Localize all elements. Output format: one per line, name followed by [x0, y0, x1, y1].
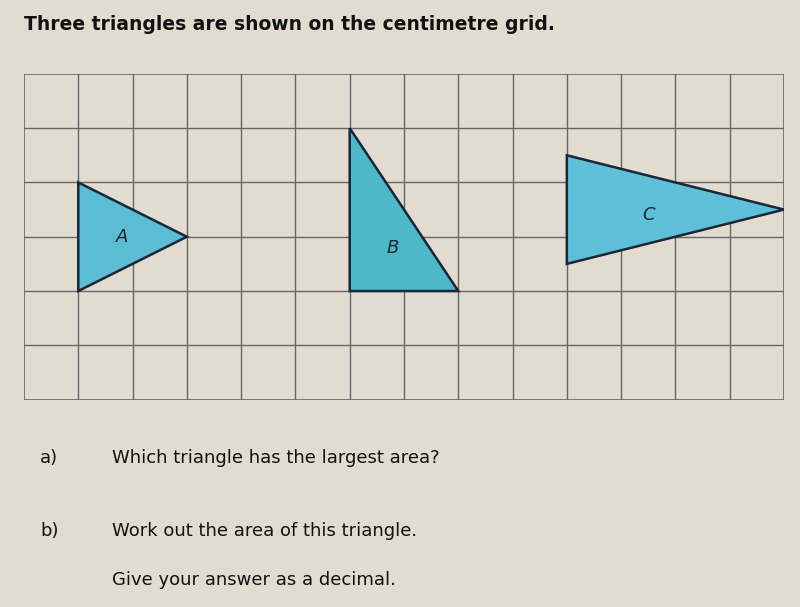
Text: a): a) [40, 449, 58, 467]
Polygon shape [350, 128, 458, 291]
Text: Work out the area of this triangle.: Work out the area of this triangle. [112, 522, 417, 540]
Text: Which triangle has the largest area?: Which triangle has the largest area? [112, 449, 440, 467]
Polygon shape [78, 183, 187, 291]
Text: Give your answer as a decimal.: Give your answer as a decimal. [112, 571, 396, 589]
Text: Three triangles are shown on the centimetre grid.: Three triangles are shown on the centime… [24, 15, 555, 34]
Polygon shape [567, 155, 784, 264]
Text: A: A [115, 228, 128, 246]
Text: b): b) [40, 522, 58, 540]
Text: B: B [387, 239, 399, 257]
Text: C: C [642, 206, 654, 224]
